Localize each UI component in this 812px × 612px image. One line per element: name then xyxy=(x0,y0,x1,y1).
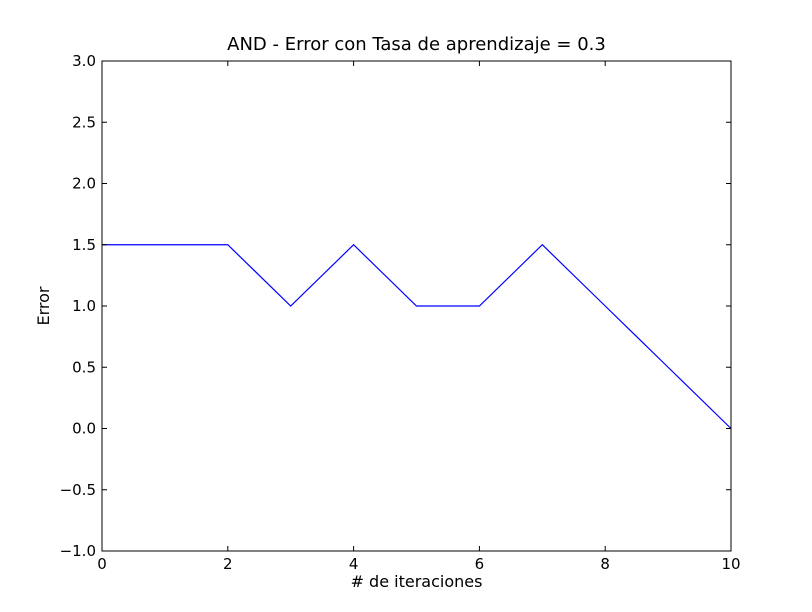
x-tick-label: 8 xyxy=(600,555,610,573)
y-tick-label: −0.5 xyxy=(60,481,96,499)
y-tick-label: 2.0 xyxy=(72,175,96,193)
y-tick-label: 1.5 xyxy=(72,236,96,254)
plot-area: 0 2 4 6 8 10 −1.0 −0.5 0.0 0.5 1.0 1.5 2.0 2.5 3.0 xyxy=(60,52,741,573)
y-tick-label: 2.5 xyxy=(72,113,96,131)
y-tick-label: 1.0 xyxy=(72,297,96,315)
y-tick-label: 3.0 xyxy=(72,52,96,70)
series-line-1 xyxy=(102,243,732,429)
plot-frame xyxy=(101,60,732,552)
x-tick-label: 6 xyxy=(475,555,485,573)
y-tick-label: −1.0 xyxy=(60,542,96,560)
y-tick-label: 0.0 xyxy=(72,420,96,438)
x-tick-label: 2 xyxy=(223,555,233,573)
y-axis-label: Error xyxy=(34,286,53,325)
x-tick-label: 0 xyxy=(97,555,107,573)
chart-title: AND - Error con Tasa de aprendizaje = 0.… xyxy=(227,34,606,55)
x-tick-label: 10 xyxy=(721,555,740,573)
y-tick-label: 0.5 xyxy=(72,358,96,376)
x-tick-label: 4 xyxy=(349,555,359,573)
x-axis-label: # de iteraciones xyxy=(351,572,483,591)
